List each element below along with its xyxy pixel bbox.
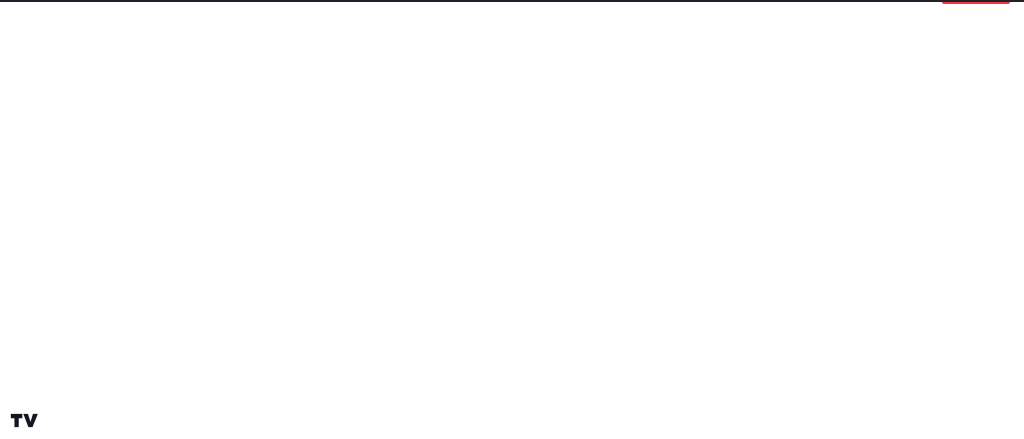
time-axis[interactable]	[0, 386, 1024, 401]
last-price-badge	[942, 0, 1010, 4]
price-axis[interactable]	[940, 14, 1024, 385]
window-top-edge	[0, 0, 1024, 2]
footer-bar	[0, 402, 1024, 439]
tradingview-logo-icon[interactable]	[10, 412, 38, 429]
